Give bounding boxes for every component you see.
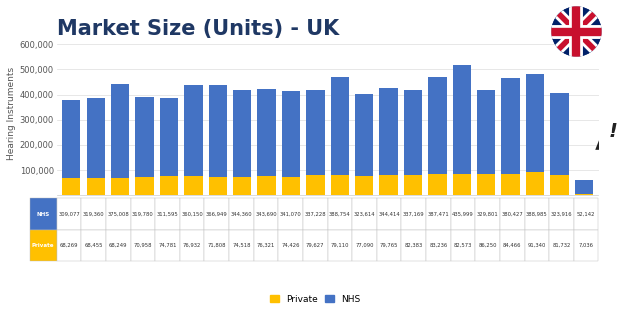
Bar xyxy=(526,172,544,195)
Bar xyxy=(453,175,471,195)
Bar xyxy=(258,176,276,195)
Bar xyxy=(111,83,129,178)
Bar xyxy=(233,90,251,176)
Bar xyxy=(62,178,81,195)
Bar xyxy=(331,175,349,195)
Bar xyxy=(86,98,105,178)
Bar xyxy=(135,177,154,195)
Bar xyxy=(379,175,398,195)
Bar xyxy=(306,175,324,195)
Bar xyxy=(209,177,227,195)
Bar xyxy=(184,85,202,176)
Bar xyxy=(526,74,544,172)
Circle shape xyxy=(551,6,602,57)
Bar xyxy=(355,176,374,195)
Bar xyxy=(282,176,300,195)
Bar xyxy=(575,193,593,195)
Bar xyxy=(282,91,300,176)
Bar xyxy=(331,77,349,175)
Bar xyxy=(233,176,251,195)
Bar xyxy=(258,89,276,176)
Bar xyxy=(379,89,398,175)
Bar xyxy=(209,85,227,177)
Bar xyxy=(404,175,422,195)
Bar xyxy=(453,65,471,175)
Bar xyxy=(477,174,495,195)
Bar xyxy=(428,174,447,195)
Bar xyxy=(160,98,178,176)
Bar xyxy=(184,176,202,195)
Bar xyxy=(86,178,105,195)
Bar xyxy=(550,175,569,195)
Bar xyxy=(62,100,81,178)
Bar xyxy=(550,93,569,175)
Bar xyxy=(404,89,422,175)
Polygon shape xyxy=(597,108,629,148)
Legend: Private, NHS: Private, NHS xyxy=(266,291,364,307)
Bar xyxy=(428,77,447,174)
Bar xyxy=(160,176,178,195)
Bar xyxy=(135,97,154,177)
Bar xyxy=(306,90,324,175)
Bar xyxy=(355,94,374,176)
Bar xyxy=(575,180,593,193)
Bar xyxy=(501,78,520,174)
Y-axis label: Hearing Instruments: Hearing Instruments xyxy=(6,67,16,160)
Text: Market Size (Units) - UK: Market Size (Units) - UK xyxy=(57,19,339,39)
Bar xyxy=(501,174,520,195)
Bar xyxy=(111,178,129,195)
Bar xyxy=(477,90,495,174)
Text: !: ! xyxy=(609,122,617,140)
